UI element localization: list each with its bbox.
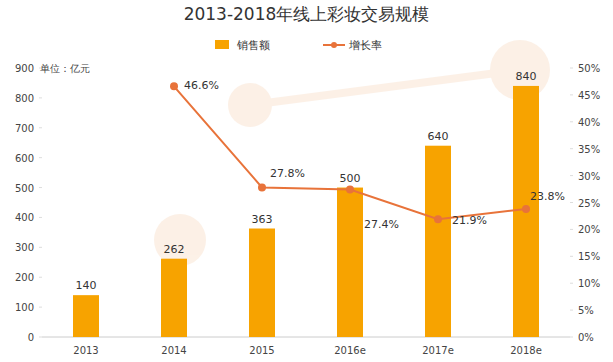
y2-tick-label: 40% [578, 117, 600, 128]
y2-tick [570, 175, 573, 176]
y-tick [39, 337, 42, 338]
y2-tick-label: 10% [578, 278, 600, 289]
y2-tick-label: 15% [578, 251, 600, 262]
y2-tick [570, 256, 573, 257]
x-axis [42, 337, 570, 338]
title: 2013-2018年线上彩妆交易规模 [184, 4, 430, 24]
bar [337, 188, 363, 337]
line-marker [346, 186, 354, 194]
line-label: 23.8% [530, 190, 565, 203]
data-labels: 140 262 363 500 640 840 46.6% 27.8% 27.4% 21.9% 23… [76, 70, 565, 292]
y-tick [39, 247, 42, 248]
bar-label: 500 [340, 172, 361, 185]
y-tick [39, 217, 42, 218]
y2-tick [570, 68, 573, 69]
bar-label: 140 [76, 279, 97, 292]
line-marker [522, 205, 530, 213]
bar [249, 229, 275, 337]
y2-tick-label: 20% [578, 224, 600, 235]
x-tick-label: 2017e [422, 345, 454, 356]
y2-tick-label: 35% [578, 144, 600, 155]
y-axis-label: 单位：亿元 [40, 63, 90, 74]
chart: 2013-2018年线上彩妆交易规模销售额 增长率 0 100 200 300 400 500… [0, 0, 613, 362]
y-tick [39, 277, 42, 278]
legend-label: 增长率 [348, 39, 382, 52]
y-tick-label: 900 [15, 63, 34, 74]
y2-tick-label: 50% [578, 63, 600, 74]
y-tick [39, 97, 42, 98]
y2-tick [570, 337, 573, 338]
line-marker [258, 183, 266, 191]
y-tick [39, 307, 42, 308]
y-tick [39, 187, 42, 188]
bar [513, 86, 539, 337]
y2-tick-label: 0% [578, 332, 594, 343]
y2-tick [570, 202, 573, 203]
y-tick-label: 600 [15, 153, 34, 164]
y2-tick [570, 94, 573, 95]
legend-swatch [215, 40, 229, 49]
y-tick [39, 157, 42, 158]
y2-tick-label: 30% [578, 171, 600, 182]
y2-tick [570, 148, 573, 149]
legend: 销售额 增长率 [215, 39, 382, 52]
x-tick-label: 2013 [73, 345, 98, 356]
bar [425, 146, 451, 337]
line-label: 27.8% [270, 167, 305, 180]
deco-line [250, 70, 520, 105]
y-tick-label: 700 [15, 123, 34, 134]
y2-tick [570, 229, 573, 230]
bar-label: 262 [164, 243, 185, 256]
line-marker [170, 82, 178, 90]
x-tick-label: 2014 [161, 345, 186, 356]
x-tick-label: 2015 [249, 345, 274, 356]
y-tick-label: 100 [15, 302, 34, 313]
y-tick-label: 400 [15, 212, 34, 223]
y-tick-label: 800 [15, 93, 34, 104]
y2-tick [570, 121, 573, 122]
x-tick-label: 2018e [510, 345, 542, 356]
deco-circle [154, 214, 206, 266]
bar-label: 840 [516, 70, 537, 83]
bar-label: 363 [252, 213, 273, 226]
plot-area [73, 82, 539, 337]
y2-tick-label: 45% [578, 90, 600, 101]
y2-tick [570, 283, 573, 284]
y2-tick [570, 310, 573, 311]
y-tick [39, 127, 42, 128]
line-label: 27.4% [364, 218, 399, 231]
axes: 0 100 200 300 400 500 600 700 800 900 单位：亿元 0% 5% 10%… [15, 63, 600, 356]
y-tick-label: 300 [15, 242, 34, 253]
bar [73, 295, 99, 337]
line-label: 21.9% [452, 214, 487, 227]
y2-tick-label: 5% [578, 305, 594, 316]
line-label: 46.6% [184, 79, 219, 92]
growth-line [174, 86, 526, 219]
y-tick-label: 0 [28, 332, 34, 343]
y-tick-label: 500 [15, 183, 34, 194]
bar [161, 259, 187, 337]
x-tick-label: 2016e [334, 345, 366, 356]
legend-label: 销售额 [236, 39, 270, 52]
legend-swatch [331, 42, 337, 48]
line-marker [434, 215, 442, 223]
y2-tick-label: 25% [578, 198, 600, 209]
y-tick-label: 200 [15, 272, 34, 283]
bar-label: 640 [428, 130, 449, 143]
